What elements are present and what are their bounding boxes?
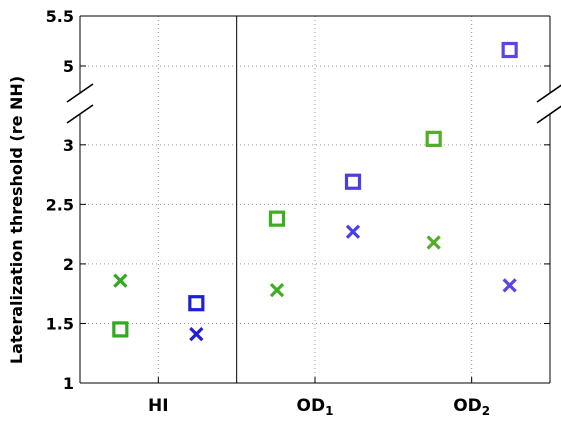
axis-break-mark [536,105,561,124]
x-tick-label: HI [148,396,169,416]
y-tick-label: 2.5 [46,195,74,214]
axis-break-mark [66,83,94,103]
y-axis-label: Lateralization threshold (re NH) [7,76,26,364]
point-square [425,130,442,147]
point-x [113,273,128,288]
y-tick-label: 5.5 [46,7,74,26]
point-x [426,235,441,250]
grid [80,16,550,383]
x-tick-label: OD2 [453,396,490,418]
y-tick-label: 5 [63,57,74,76]
y-tick-label: 1 [63,374,74,393]
point-x [269,282,285,298]
point-square [188,295,205,312]
y-axis: 1 1.5 2 2.5 3 5 5.5 [46,7,550,393]
x-axis: HI OD1 OD2 [148,377,490,418]
y-tick-label: 1.5 [46,314,74,333]
axis-break-mark [536,84,561,103]
x-tick-label: OD1 [297,396,334,418]
y-tick-label: 2 [63,255,74,274]
point-x [345,224,361,239]
axis-break-mark [66,104,94,124]
point-square [501,41,518,59]
point-square [268,210,286,227]
plot-frame [66,15,561,384]
point-x [189,327,204,342]
data-points [112,41,518,342]
point-square [112,321,129,338]
point-square [344,173,362,190]
y-tick-label: 3 [63,136,74,155]
point-x [502,278,517,293]
